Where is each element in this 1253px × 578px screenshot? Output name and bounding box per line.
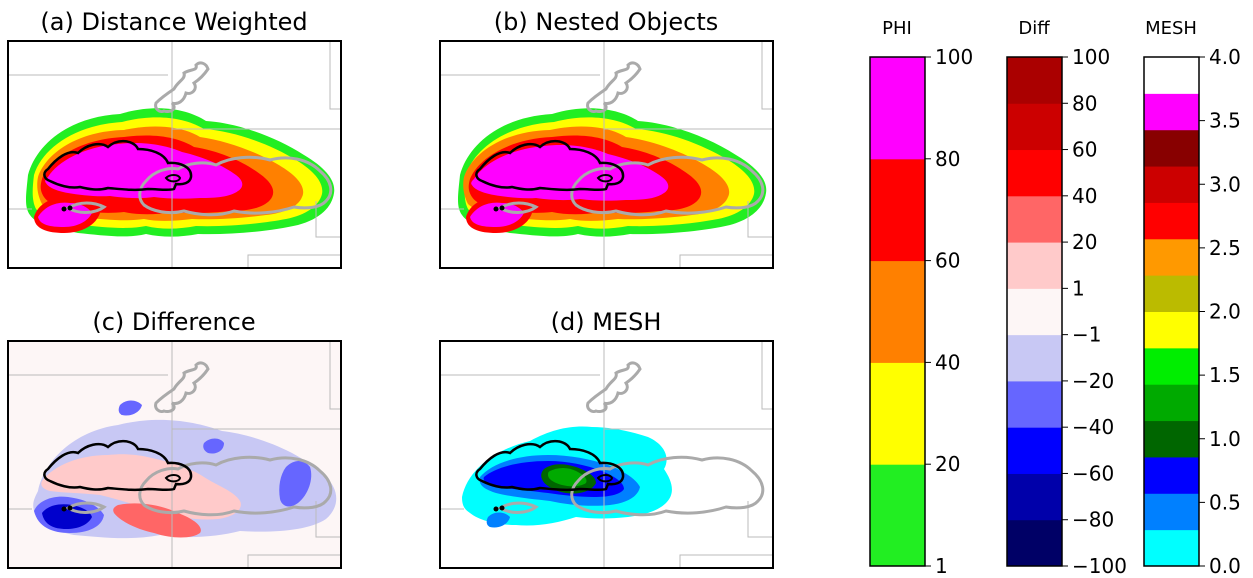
colorbar-mesh-segment	[1144, 93, 1199, 131]
colorbar-mesh-segment	[1144, 129, 1199, 167]
state-borders-b	[440, 41, 773, 268]
colorbar-diff-tick-label: −60	[1072, 461, 1114, 485]
colorbar-mesh-segment	[1144, 493, 1199, 531]
colorbar-mesh-tick-label: 1.5	[1209, 363, 1241, 387]
colorbar-diff-segment	[1007, 195, 1062, 243]
colorbar-phi-tick-label: 20	[935, 452, 960, 476]
map-panel-b	[439, 40, 774, 269]
map-panel-a	[7, 40, 342, 269]
colorbar-diff-segment	[1007, 57, 1062, 104]
colorbar-mesh: 0.0 0.5 1.0 1.5 2.0 2.5 3.0 3.5 4.0	[1143, 45, 1241, 578]
panel-title-a: (a) Distance Weighted	[40, 8, 307, 36]
colorbar-diff-segment	[1007, 427, 1062, 474]
colorbar-diff-tick-label: 1	[1072, 276, 1085, 300]
colorbar-diff-tick-label: 100	[1072, 45, 1110, 69]
colorbar-mesh-tick-label: 2.0	[1209, 300, 1241, 324]
state-borders-d	[440, 341, 773, 568]
colorbar-mesh-segment	[1144, 311, 1199, 349]
colorbar-mesh-segment	[1144, 456, 1199, 494]
state-borders-a	[8, 41, 341, 268]
colorbar-diff-tick-label: −20	[1072, 369, 1114, 393]
colorbar-mesh-tick-label: 1.0	[1209, 427, 1241, 451]
colorbar-phi-tick-label: 60	[935, 249, 960, 273]
colorbar-mesh-tick-label: 4.0	[1209, 45, 1241, 69]
colorbar-mesh-tick-label: 3.5	[1209, 109, 1241, 133]
colorbar-diff-segment	[1007, 519, 1062, 567]
panel-title-c: (c) Difference	[92, 308, 255, 336]
colorbar-phi: 1 20 40 60 80 100	[869, 45, 973, 578]
colorbar-title-phi: PHI	[882, 18, 912, 39]
colorbar-mesh-segment	[1144, 384, 1199, 422]
colorbar-diff: −100 −80 −60 −40 −20 −1 1 20 40 60 80 100	[1006, 45, 1127, 578]
colorbar-diff-tick-label: 20	[1072, 230, 1097, 254]
colorbar-mesh-segment	[1144, 57, 1199, 94]
colorbar-mesh-segment	[1144, 347, 1199, 385]
colorbar-diff-tick-label: 40	[1072, 184, 1097, 208]
colorbar-phi-segment	[870, 158, 925, 262]
colorbar-mesh-segment	[1144, 420, 1199, 458]
colorbar-mesh-segment	[1144, 529, 1199, 567]
colorbar-phi-tick-label: 100	[935, 45, 973, 69]
colorbar-phi-segment	[870, 57, 925, 160]
colorbar-mesh-segment	[1144, 275, 1199, 312]
colorbar-phi-tick-label: 40	[935, 350, 960, 374]
colorbar-diff-segment	[1007, 103, 1062, 151]
colorbar-diff-tick-label: 60	[1072, 138, 1097, 162]
colorbar-diff-segment	[1007, 380, 1062, 428]
colorbar-phi-segment	[870, 362, 925, 465]
colorbar-mesh-tick-label: 2.5	[1209, 236, 1241, 260]
colorbar-diff-frame	[1006, 56, 1063, 567]
colorbar-mesh-segment	[1144, 166, 1199, 203]
colorbar-mesh-tick-label: 0.0	[1209, 554, 1241, 574]
colorbar-mesh-tick-label: 0.5	[1209, 490, 1241, 514]
colorbar-title-mesh: MESH	[1145, 18, 1197, 39]
colorbar-diff-tick-label: −80	[1072, 508, 1114, 532]
colorbar-diff-tick-label: −100	[1072, 554, 1127, 574]
colorbar-diff-segment	[1007, 149, 1062, 197]
colorbar-phi-frame	[869, 56, 926, 567]
colorbar-mesh-tick-label: 3.0	[1209, 172, 1241, 196]
colorbar-phi-segment	[870, 260, 925, 363]
map-panel-d	[439, 340, 774, 569]
colorbar-phi-tick-label: 80	[935, 147, 960, 171]
colorbar-title-diff: Diff	[1018, 18, 1050, 39]
colorbar-diff-tick-label: −1	[1072, 323, 1101, 347]
panel-title-b: (b) Nested Objects	[494, 8, 719, 36]
colorbar-diff-tick-label: −40	[1072, 415, 1114, 439]
colorbar-diff-segment	[1007, 334, 1062, 382]
colorbar-phi-segment	[870, 464, 925, 567]
colorbar-diff-segment	[1007, 473, 1062, 521]
colorbar-diff-segment	[1007, 288, 1062, 336]
colorbar-mesh-segment	[1144, 202, 1199, 240]
colorbar-diff-segment	[1007, 242, 1062, 289]
state-borders-c	[8, 341, 341, 568]
colorbar-diff-tick-label: 80	[1072, 91, 1097, 115]
map-panel-c	[7, 340, 342, 569]
colorbar-mesh-segment	[1144, 238, 1199, 276]
panel-title-d: (d) MESH	[551, 308, 662, 336]
colorbar-phi-tick-label: 1	[935, 554, 948, 574]
